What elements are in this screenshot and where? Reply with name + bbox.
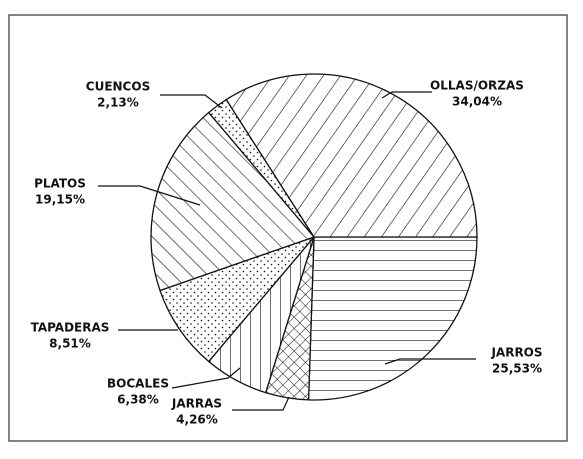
slice-label: OLLAS/ORZAS [430,79,524,93]
slice-value-label: 19,15% [35,193,85,207]
slice-value-label: 8,51% [49,337,91,351]
slice-value-label: 34,04% [452,95,502,109]
leader-line [160,94,223,109]
leader-line [98,185,201,206]
pie-slice [159,235,317,363]
leader-line [171,367,241,389]
slice-label: JARRAS [171,397,222,411]
pie-slice [225,73,478,238]
slice-label: TAPADERAS [31,321,110,335]
slice-value-label: 2,13% [97,96,139,110]
slice-value-label: 4,26% [176,413,218,427]
leader-line [381,91,432,99]
slice-label: JARROS [490,346,542,360]
frame [8,14,568,442]
leader-line [384,358,476,365]
slice-label: BOCALES [107,377,169,391]
slice-label: PLATOS [34,177,86,191]
slice-value-label: 25,53% [492,362,542,376]
slice-label: CUENCOS [86,80,150,94]
pie-slice [307,236,478,401]
slice-value-label: 6,38% [117,393,159,407]
pie-slice [150,111,316,292]
leader-line [232,396,290,411]
